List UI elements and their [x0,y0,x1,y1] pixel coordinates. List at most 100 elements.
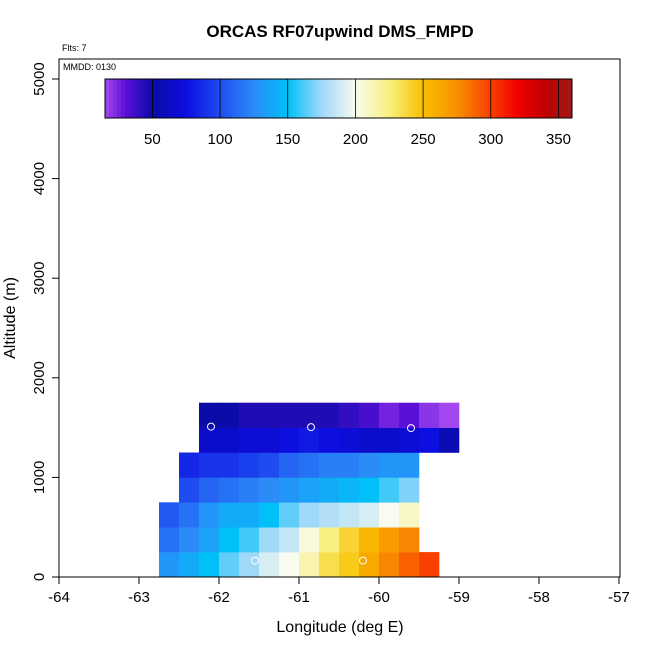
colorbar-segment [548,79,553,118]
heatmap-cell [239,552,260,578]
colorbar-tick-label: 100 [208,131,233,148]
heatmap-cell [419,552,440,578]
heatmap-cell [239,502,260,528]
colorbar-segment [468,79,473,118]
colorbar-segment [116,79,122,118]
y-axis: 0 1000 2000 3000 4000 5000 [31,62,59,581]
x-axis: -64 -63 -62 -61 -60 -59 -58 -57 [48,577,630,606]
y-axis-label: Altitude (m) [2,277,19,359]
colorbar-segment [532,79,537,118]
heatmap-cell [299,552,320,578]
heatmap-cell [179,452,200,478]
flights-annotation: Flts: 7 [62,43,87,53]
colorbar-segment [324,79,329,118]
x-tick-label: -63 [128,589,150,606]
colorbar-segment [448,79,453,118]
x-tick-label: -58 [528,589,550,606]
sample-marker [251,556,259,565]
heatmap-cell [359,427,380,453]
sample-marker [463,557,471,566]
heatmap-cell [379,527,400,553]
heatmap-cell [259,402,280,428]
heatmap-cell [279,552,300,578]
colorbar-segment [136,79,142,118]
colorbar-segment [232,79,238,118]
colorbar-segment [128,79,134,118]
colorbar-segment [432,79,437,118]
colorbar-segment [536,79,541,118]
heatmap-cell [259,502,280,528]
x-axis-label: Longitude (deg E) [276,619,403,636]
colorbar-segment [268,79,274,118]
colorbar-segment [244,79,250,118]
heatmap-cell [319,502,340,528]
colorbar-segment [252,79,258,118]
heatmap-cell [399,502,420,528]
x-tick-label: -57 [608,589,630,606]
colorbar-segment [144,79,150,118]
x-tick-label: -59 [448,589,470,606]
sample-marker [307,423,315,432]
colorbar-segment [140,79,146,118]
colorbar-segment [216,79,222,118]
colorbar-segment [240,79,246,118]
colorbar-segment [196,79,202,118]
heatmap-cell [259,477,280,503]
heatmap-cell [159,502,180,528]
colorbar-segment [288,79,293,118]
colorbar-segment [460,79,465,118]
x-tick-label: -61 [288,589,310,606]
heatmap-cell [339,477,360,503]
colorbar-segment [480,79,485,118]
plot-border [58,58,621,578]
heatmap-cell [399,452,420,478]
colorbar-segment [236,79,242,118]
colorbar-segment [156,79,162,118]
colorbar-segment [336,79,341,118]
heatmap-cell [219,527,240,553]
chart-title: ORCAS RF07upwind DMS_FMPD [206,22,473,41]
colorbar-segment [276,79,282,118]
colorbar-segment [516,79,521,118]
heatmap-cell [179,527,200,553]
heatmap-cell [239,402,260,428]
sample-markers [147,405,479,566]
colorbar-segment [472,79,477,118]
colorbar-segment [248,79,254,118]
colorbar-segment [404,79,409,118]
heatmap-cell [279,502,300,528]
colorbar-border [104,78,573,119]
heatmap-cell [199,427,220,453]
heatmap-cell [319,477,340,503]
heatmap-cell [379,402,400,428]
heatmap-cell [299,402,320,428]
heatmap-cell [279,402,300,428]
colorbar-segment [204,79,210,118]
colorbar-segment [224,79,230,118]
colorbar-segment [392,79,397,118]
colorbar-segment [424,79,429,118]
colorbar-segment [552,79,557,118]
colorbar-segment [528,79,533,118]
colorbar-segment [168,79,174,118]
heatmap-cell [319,527,340,553]
colorbar-segment [132,79,138,118]
colorbar-segment [200,79,206,118]
colorbar-segment [436,79,441,118]
colorbar-segment [176,79,182,118]
heatmap-cell [379,552,400,578]
heatmap-cell [159,552,180,578]
heatmap-cell [419,427,440,453]
colorbar: 50 100 150 200 250 300 350 [104,78,573,148]
colorbar-segment [316,79,321,118]
y-tick-label: 3000 [31,262,48,295]
colorbar-segment [492,79,497,118]
heatmap-cell [219,427,240,453]
colorbar-segment [184,79,190,118]
heatmap-cell [219,552,240,578]
heatmap-cell [319,452,340,478]
colorbar-tick-label: 50 [144,131,161,148]
colorbar-segment [400,79,405,118]
heatmap-cell [419,402,440,428]
